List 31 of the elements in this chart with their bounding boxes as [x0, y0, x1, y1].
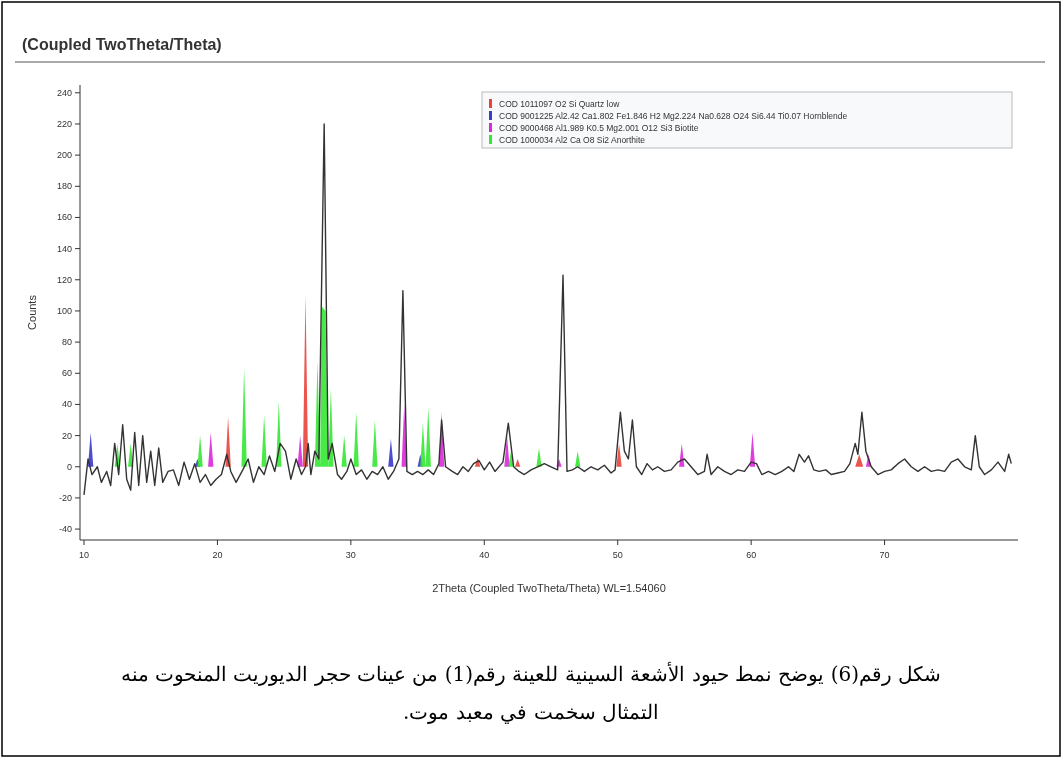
y-tick-label: 0: [66, 461, 72, 472]
y-tick-label: 180: [56, 181, 72, 192]
y-tick-label: 160: [56, 212, 72, 223]
x-tick-label: 70: [879, 550, 890, 560]
y-tick-label: 220: [56, 118, 72, 129]
legend-label: COD 9000468 Al1.989 K0.5 Mg2.001 O12 Si3 Biotite: [499, 123, 699, 133]
y-tick-label: 60: [61, 368, 72, 379]
y-tick-label: 120: [56, 274, 72, 285]
y-tick-label: 20: [61, 430, 72, 441]
y-tick-label: 200: [56, 150, 72, 161]
y-tick-label: -40: [58, 524, 72, 535]
text: شكل رقم(6) يوضح نمط حيود الأشعة السينية للعينة رقم(1) من عينات حجر الديوريت المنحوت منه التمثال سخمت في معبد موت.: [119, 661, 943, 726]
y-tick-label: 80: [61, 337, 72, 348]
y-tick-label: 140: [56, 243, 72, 254]
x-tick-label: 40: [479, 550, 490, 560]
x-tick-label: 20: [212, 550, 223, 560]
legend-label: COD 1000034 Al2 Ca O8 Si2 Anorthite: [499, 135, 646, 145]
x-tick-label: 60: [746, 550, 757, 560]
y-tick-label: -20: [58, 492, 72, 503]
y-tick-label: 100: [56, 305, 72, 316]
x-axis-title: 2Theta (Coupled TwoTheta/Theta) WL=1.54060: [432, 582, 666, 594]
x-tick-label: 50: [612, 550, 623, 560]
line-series: [83, 123, 1013, 496]
x-tick-label: 10: [79, 550, 90, 560]
y-tick-label: 40: [61, 399, 72, 410]
x-tick-label: 30: [345, 550, 356, 560]
chart-title: (Coupled TwoTheta/Theta): [22, 36, 222, 53]
y-axis-title: Counts: [26, 294, 38, 330]
legend-label: COD 9001225 Al2.42 Ca1.802 Fe1.846 H2 Mg2.224 Na0.628 O24 Si6.44 Ti0.07 Hornblende: [499, 111, 848, 121]
legend-label: COD 1011097 O2 Si Quartz low: [499, 99, 621, 109]
y-tick-label: 240: [56, 87, 72, 98]
